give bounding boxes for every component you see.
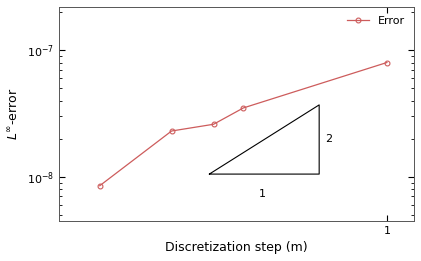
Error xyxy=(97,184,102,187)
Y-axis label: $L^{\infty}$-error: $L^{\infty}$-error xyxy=(7,87,21,140)
X-axis label: Discretization step (m): Discretization step (m) xyxy=(165,241,308,254)
Text: 2: 2 xyxy=(325,134,332,144)
Line: Error: Error xyxy=(97,60,389,188)
Legend: Error: Error xyxy=(344,13,408,29)
Error xyxy=(384,61,389,64)
Error xyxy=(211,123,216,126)
Error xyxy=(169,129,174,133)
Error xyxy=(241,106,246,110)
Text: 1: 1 xyxy=(259,189,266,199)
